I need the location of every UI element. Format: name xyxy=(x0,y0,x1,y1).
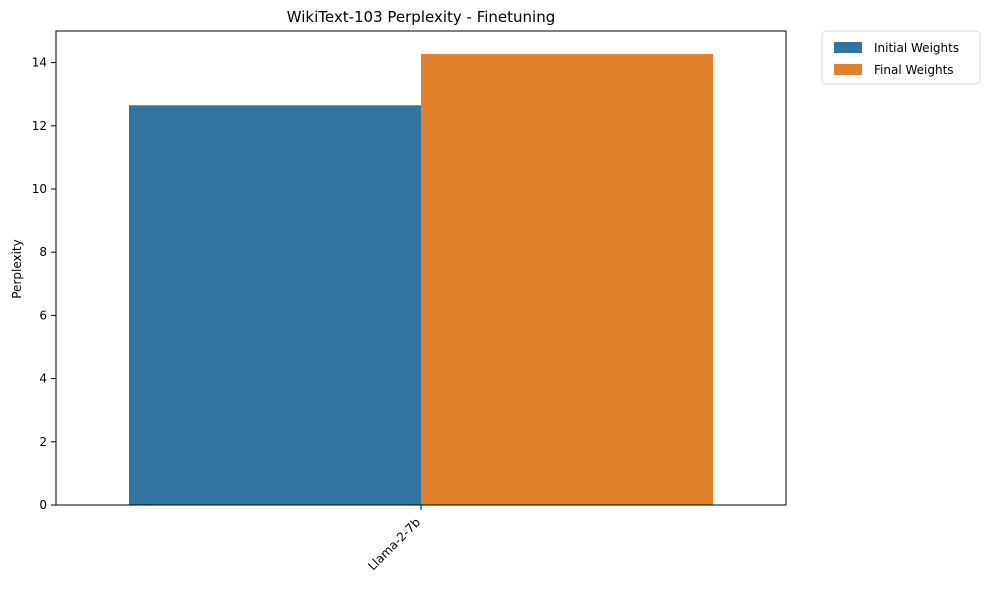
chart-title: WikiText-103 Perplexity - Finetuning xyxy=(287,8,556,26)
y-axis-ticks: 0 2 4 6 8 10 12 14 xyxy=(32,56,56,512)
y-tick-label: 6 xyxy=(39,308,47,322)
y-tick-label: 2 xyxy=(39,435,47,449)
legend-label-final-weights: Final Weights xyxy=(874,63,954,77)
legend-swatch-final-weights xyxy=(834,64,862,75)
y-axis-label: Perplexity xyxy=(10,239,24,299)
bar-initial-weights xyxy=(129,105,421,505)
bars-group xyxy=(129,54,713,506)
legend-swatch-initial-weights xyxy=(834,42,862,53)
y-tick-label: 8 xyxy=(39,245,47,259)
y-tick-label: 14 xyxy=(32,56,47,70)
legend-label-initial-weights: Initial Weights xyxy=(874,41,959,55)
y-tick-label: 0 xyxy=(39,498,47,512)
bar-final-weights xyxy=(421,54,713,506)
y-tick-label: 10 xyxy=(32,182,47,196)
y-tick-label: 4 xyxy=(39,372,47,386)
legend: Initial Weights Final Weights xyxy=(821,30,981,85)
y-tick-label: 12 xyxy=(32,119,47,133)
plot-frame xyxy=(55,30,787,506)
